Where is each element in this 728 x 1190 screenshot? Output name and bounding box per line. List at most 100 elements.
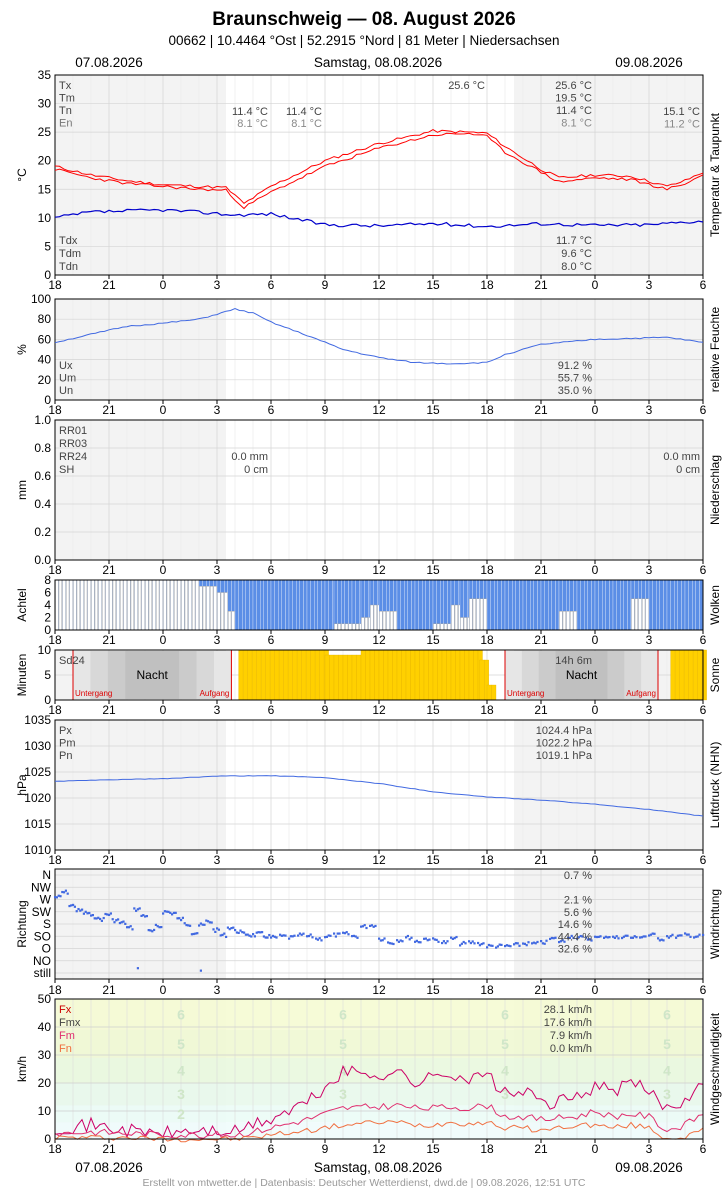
clouds-clear-bar [469, 598, 473, 631]
wind-speed-summary-value: 28.1 km/h [544, 1004, 592, 1016]
wind-direction-point [396, 939, 399, 942]
clouds-clear-bar [69, 579, 73, 631]
wind-speed-legend-fm: Fm [59, 1030, 75, 1042]
pressure-xtick-label: 6 [700, 853, 707, 867]
humidity-xtick-label: 18 [48, 403, 62, 417]
clouds-clear-bar [645, 598, 649, 631]
wind-direction-point [496, 945, 499, 948]
wind-direction-point [514, 942, 517, 945]
wind-direction-point [122, 920, 125, 923]
temperature-annotation-max: 25.6 °C [448, 80, 485, 92]
sunshine-bar [674, 649, 680, 701]
sunshine-summary-value: 14h 6m [555, 655, 592, 667]
clouds-bar [328, 579, 333, 631]
clouds-clear-bar [341, 623, 345, 631]
temperature-series-td [54, 208, 704, 228]
clouds-bar [530, 579, 534, 631]
clouds-bar [324, 579, 329, 631]
wind-direction-summary-value: 32.6 % [558, 944, 592, 956]
clouds-clear-bar [463, 617, 467, 631]
clouds-bar [281, 579, 286, 631]
wind_speed-xtick-label: 6 [268, 1142, 275, 1156]
clouds-clear-bar [476, 598, 480, 631]
clouds-clear-bar [352, 623, 356, 631]
wind_speed-series-fn [54, 1120, 704, 1143]
sunshine-bar [265, 649, 271, 701]
clouds-bar [351, 579, 356, 631]
pressure-xtick-label: 0 [160, 853, 167, 867]
clouds-clear-bar [76, 579, 80, 631]
wind-direction-xtick-label: 18 [48, 983, 62, 997]
clouds-bar [695, 579, 700, 631]
clouds-clear-bar [191, 579, 196, 631]
wind-direction-point [554, 936, 557, 939]
sunshine-xtick-label: 0 [592, 703, 599, 717]
wind-speed-beaufort-label: 4 [501, 1062, 509, 1078]
wind-direction-point [550, 936, 553, 940]
temperature-ylabel: °C [15, 168, 29, 182]
clouds-bar [609, 579, 614, 631]
wind-direction-category-label: N [42, 868, 51, 882]
wind-speed-beaufort-label: 3 [339, 1086, 347, 1102]
wind-direction-point [678, 934, 681, 937]
humidity-ytick-label: 20 [38, 373, 52, 387]
clouds-clear-bar [444, 623, 448, 631]
temperature-ytick-label: 15 [38, 182, 52, 196]
pressure-xtick-label: 18 [480, 853, 494, 867]
wind_speed-xtick-label: 21 [102, 1142, 116, 1156]
wind-direction-point [136, 967, 139, 970]
wind-direction-point [505, 944, 508, 947]
clouds-bar [447, 579, 452, 631]
wind-direction-point [599, 935, 602, 938]
wind-direction-point [428, 938, 431, 941]
wind-direction-point [176, 917, 179, 920]
clouds-bar [508, 579, 513, 631]
temperature-legend-tdx: Tdx [59, 235, 78, 247]
clouds-clear-bar [231, 611, 235, 631]
wind-direction-point [136, 908, 139, 911]
sunshine-bar [473, 649, 479, 701]
wind-direction-point [187, 924, 190, 927]
wind-direction-point [149, 929, 152, 932]
clouds-xtick-label: 21 [102, 633, 116, 647]
temperature-xtick-label: 15 [426, 278, 440, 292]
clouds-bar [407, 579, 412, 631]
wind-direction-point [66, 892, 69, 895]
wind-direction-point [120, 921, 123, 924]
clouds-clear-bar [101, 579, 106, 631]
precipitation-xtick-label: 18 [480, 563, 494, 577]
wind-direction-point [167, 910, 170, 913]
wind-direction-point [243, 931, 246, 934]
temperature-summary-right-value: 15.1 °C [663, 106, 700, 118]
wind-direction-point [100, 919, 103, 922]
wind-direction-point [194, 932, 197, 935]
clouds-bar [602, 579, 606, 631]
clouds-ytick-label: 8 [44, 573, 51, 587]
wind-direction-point [70, 904, 73, 907]
wind-direction-summary-value: 44.4 % [558, 931, 592, 943]
wind-direction-point [178, 917, 181, 920]
wind_speed-xtick-label: 18 [48, 1142, 62, 1156]
temperature-ytick-label: 35 [38, 68, 52, 82]
clouds-clear-bar [454, 604, 458, 631]
humidity-xtick-label: 12 [372, 403, 386, 417]
wind-direction-point [160, 925, 163, 929]
wind-direction-point [354, 935, 357, 938]
clouds-xtick-label: 18 [48, 633, 62, 647]
clouds-bar [238, 579, 243, 631]
wind-direction-point [536, 940, 539, 944]
wind-direction-point [88, 911, 91, 915]
wind-direction-point [282, 934, 285, 937]
clouds-clear-bar [202, 586, 206, 631]
wind-direction-point [543, 942, 546, 945]
wind-direction-point [635, 936, 638, 939]
clouds-clear-bar [361, 617, 365, 631]
pressure-xtick-label: 18 [48, 853, 62, 867]
humidity-ytick-label: 80 [38, 312, 52, 326]
wind-direction-point [693, 936, 696, 939]
precipitation-xtick-label: 12 [372, 563, 386, 577]
sunshine-bar [292, 649, 298, 701]
wind-direction-point [471, 940, 474, 943]
wind-direction-summary-value: 2.1 % [564, 895, 592, 907]
clouds-clear-bar [109, 579, 113, 631]
